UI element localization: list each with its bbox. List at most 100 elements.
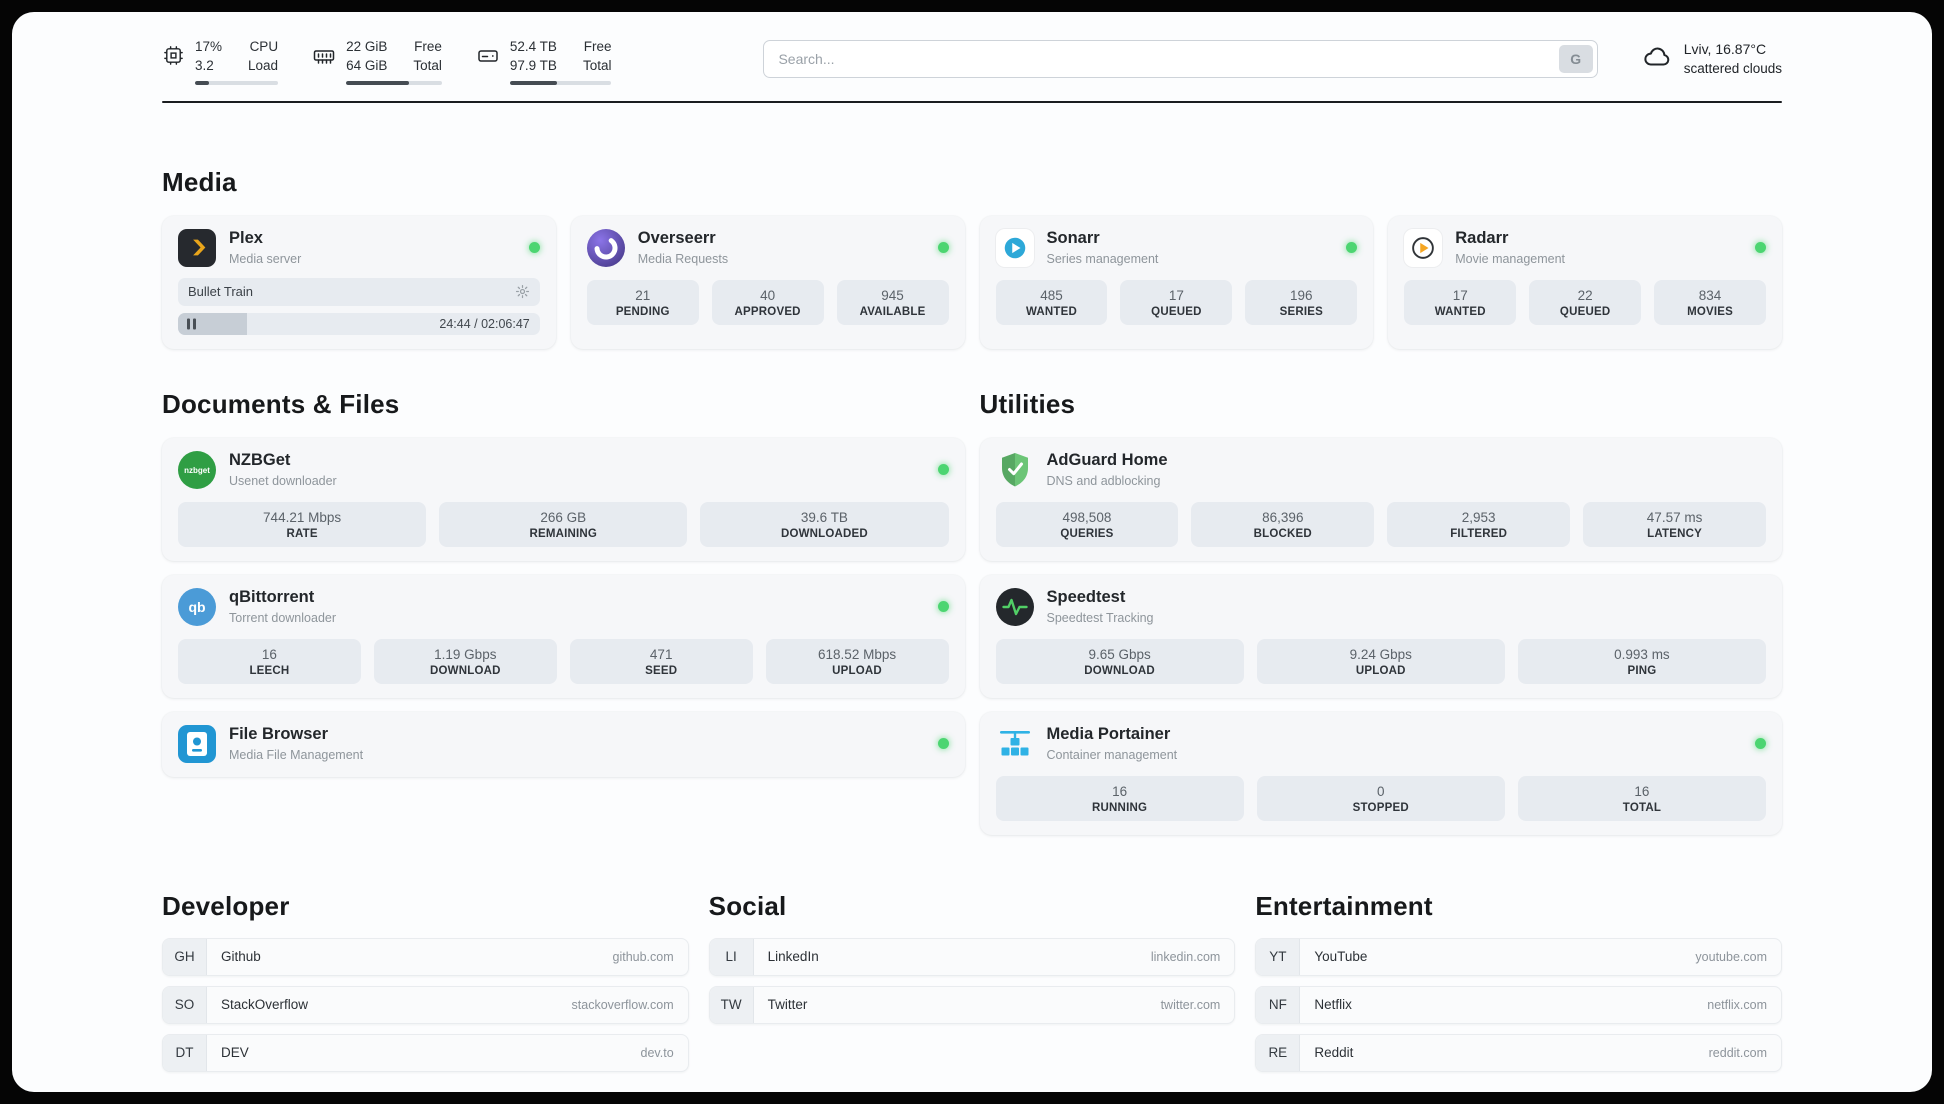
playback-time: 24:44 / 02:06:47 (439, 316, 530, 331)
app-title: File Browser (229, 725, 329, 744)
status-dot (1346, 242, 1358, 254)
bookmark-dev[interactable]: DT DEV dev.to (162, 1033, 689, 1072)
stat-value: 196 (1290, 287, 1313, 303)
stat-wanted: 485 WANTED (995, 279, 1108, 325)
bookmarks-developer: Developer GH Github github.com SO StackO… (162, 891, 689, 1072)
stat-value: 16 (1112, 783, 1128, 799)
bookmark-netflix[interactable]: NF Netflix netflix.com (1255, 985, 1782, 1024)
stat-pending: 21 PENDING (586, 279, 699, 325)
disk-progress-fill (509, 80, 557, 85)
app-card-sonarr[interactable]: Sonarr Series management 485 WANTED 17 Q… (979, 215, 1374, 349)
app-card-qbittorrent[interactable]: qb qBittorrent Torrent downloader 16 (162, 574, 965, 698)
stat-value: 266 GB (540, 509, 587, 525)
weather-widget: Lviv, 16.87°C scattered clouds (1640, 38, 1782, 78)
bookmark-abbr: DT (163, 1034, 207, 1071)
stat-value: 9.24 Gbps (1349, 646, 1412, 662)
status-dot (937, 242, 949, 254)
app-title: AdGuard Home (1046, 451, 1168, 470)
bookmark-reddit[interactable]: RE Reddit reddit.com (1255, 1033, 1782, 1072)
ram-icon (312, 38, 336, 85)
stat-downloaded: 39.6 TB DOWNLOADED (700, 501, 949, 547)
disk-label-bottom: Total (582, 57, 612, 73)
playback-progress-bar[interactable]: 24:44 / 02:06:47 (178, 312, 540, 335)
bookmarks-social: Social LI LinkedIn linkedin.com TW Twitt… (708, 891, 1236, 1024)
stat-seed: 471 SEED (569, 638, 753, 684)
app-subtitle: Media Requests (637, 252, 729, 267)
app-card-portainer[interactable]: Media Portainer Container management 16 … (979, 711, 1782, 835)
search-engine-badge[interactable]: G (1558, 45, 1593, 73)
stat-label: UPLOAD (832, 664, 882, 677)
ram-widget: 22 GiB 64 GiB Free Total (312, 38, 442, 85)
ram-progress-fill (346, 80, 410, 85)
status-dot (1755, 242, 1766, 254)
stat-value: 40 (760, 287, 776, 303)
stat-label: REMAINING (529, 527, 598, 540)
cpu-widget: 17% 3.2 CPU Load (162, 38, 279, 85)
app-title: qBittorrent (229, 588, 315, 607)
stat-label: AVAILABLE (859, 305, 926, 318)
app-card-filebrowser[interactable]: File Browser Media File Management (162, 711, 965, 777)
bookmark-github[interactable]: GH Github github.com (162, 937, 689, 976)
pause-icon[interactable] (187, 318, 196, 330)
bookmark-linkedin[interactable]: LI LinkedIn linkedin.com (708, 937, 1236, 976)
app-subtitle: Movie management (1455, 252, 1566, 267)
section-media: Media Plex Media server (162, 167, 1782, 349)
stat-download: 9.65 Gbps DOWNLOAD (995, 638, 1244, 684)
bookmark-twitter[interactable]: TW Twitter twitter.com (708, 985, 1236, 1024)
stat-stopped: 0 STOPPED (1256, 775, 1505, 821)
stat-label: FILTERED (1450, 527, 1508, 540)
stat-approved: 40 APPROVED (711, 279, 824, 325)
bookmark-name: StackOverflow (221, 997, 309, 1013)
overseerr-icon (586, 228, 625, 267)
status-dot (937, 601, 949, 613)
app-card-speedtest[interactable]: Speedtest Speedtest Tracking 9.65 Gbps D… (979, 574, 1782, 698)
stat-latency: 47.57 ms LATENCY (1583, 501, 1766, 547)
app-title: Overseerr (637, 229, 716, 248)
bookmark-youtube[interactable]: YT YouTube youtube.com (1255, 937, 1782, 976)
stat-queued: 22 QUEUED (1529, 279, 1642, 325)
app-subtitle: Media server (229, 252, 302, 267)
stat-rate: 744.21 Mbps RATE (178, 501, 427, 547)
section-title-media: Media (162, 166, 237, 197)
app-card-adguard[interactable]: AdGuard Home DNS and adblocking 498,508 … (979, 437, 1782, 561)
header-divider (162, 100, 1782, 103)
bookmark-url: stackoverflow.com (571, 997, 674, 1012)
app-title: Media Portainer (1046, 725, 1171, 744)
ram-label-bottom: Total (413, 57, 442, 73)
search-input[interactable] (763, 40, 1598, 78)
bookmark-name: YouTube (1314, 949, 1368, 965)
stat-value: 834 (1698, 287, 1722, 303)
bookmark-abbr: GH (163, 938, 207, 975)
plex-now-playing-bar: Bullet Train (178, 277, 540, 306)
app-card-nzbget[interactable]: nzbget NZBGet Usenet downloader 744.21 M… (162, 437, 965, 561)
gear-icon[interactable] (515, 284, 530, 299)
bookmark-abbr: YT (1256, 938, 1301, 975)
now-playing-title: Bullet Train (188, 284, 254, 300)
stat-value: 17 (1452, 287, 1468, 303)
stat-value: 1.19 Gbps (434, 646, 497, 662)
app-subtitle: Container management (1046, 748, 1178, 763)
bookmark-name: LinkedIn (767, 949, 819, 965)
nzbget-icon: nzbget (178, 450, 216, 489)
portainer-icon (996, 725, 1034, 763)
app-title: Radarr (1455, 229, 1509, 248)
stat-value: 47.57 ms (1646, 509, 1703, 525)
stat-filtered: 2,953 FILTERED (1387, 501, 1571, 547)
stat-label: UPLOAD (1355, 664, 1406, 677)
app-card-plex[interactable]: Plex Media server Bullet Train (162, 215, 556, 349)
stat-label: WANTED (1434, 305, 1486, 318)
stat-value: 16 (261, 646, 277, 662)
app-card-radarr[interactable]: Radarr Movie management 17 WANTED 22 QUE… (1388, 215, 1782, 349)
stat-label: BLOCKED (1253, 527, 1312, 540)
stat-value: 21 (635, 287, 651, 303)
bookmark-abbr: NF (1256, 986, 1301, 1023)
status-dot (1755, 738, 1766, 750)
bookmark-stackoverflow[interactable]: SO StackOverflow stackoverflow.com (162, 985, 689, 1024)
top-bar: 17% 3.2 CPU Load (162, 38, 1782, 85)
bookmark-url: netflix.com (1707, 997, 1767, 1012)
stat-label: DOWNLOADED (780, 527, 868, 540)
bookmark-url: reddit.com (1708, 1045, 1767, 1060)
app-card-overseerr[interactable]: Overseerr Media Requests 21 PENDING 40 A… (570, 215, 965, 349)
stat-label: SERIES (1279, 305, 1323, 318)
app-title: Sonarr (1046, 229, 1100, 248)
